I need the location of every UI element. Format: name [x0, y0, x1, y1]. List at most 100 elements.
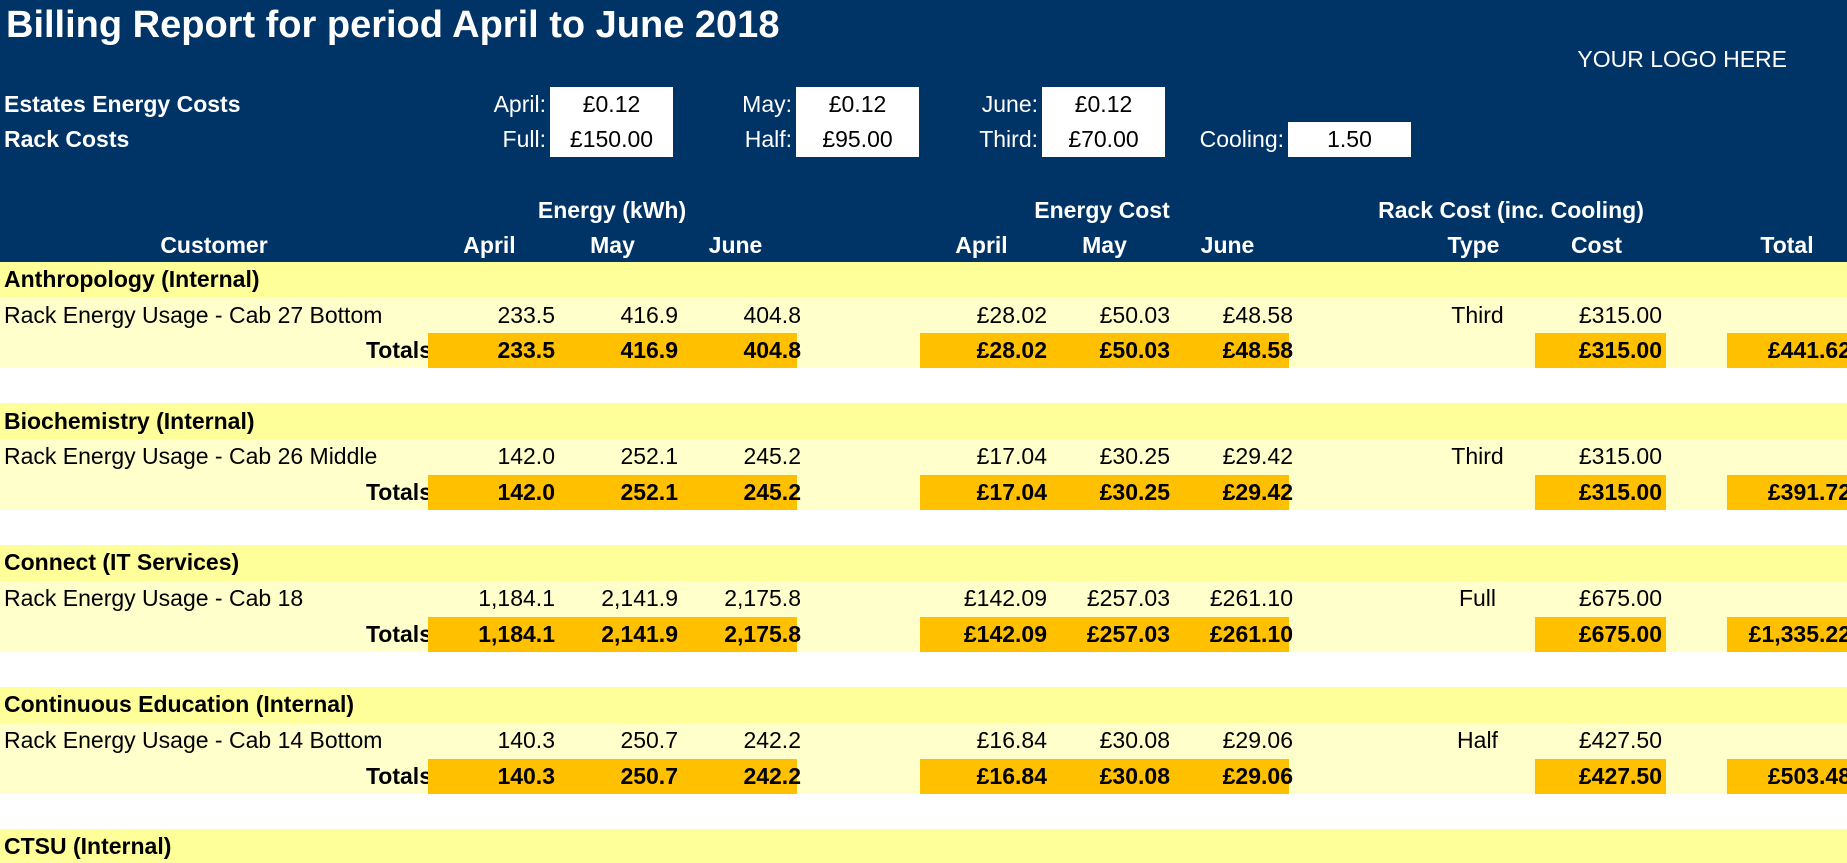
detail-april-kwh[interactable]: 233.5 [497, 302, 555, 328]
detail-rack-type[interactable]: Half [1457, 727, 1498, 753]
customer-section-row [0, 403, 1847, 439]
detail-may-cost[interactable]: £257.03 [1086, 585, 1170, 611]
totals-grand-total[interactable]: £441.62 [1727, 333, 1847, 368]
detail-june-kwh[interactable]: 242.2 [743, 727, 801, 753]
detail-june-kwh[interactable]: 245.2 [743, 443, 801, 469]
customer-section-row [0, 687, 1847, 723]
detail-label[interactable]: Rack Energy Usage - Cab 18 [4, 585, 304, 611]
detail-april-kwh[interactable]: 142.0 [497, 443, 555, 469]
rack-third-input[interactable]: £70.00 [1042, 122, 1165, 157]
totals-label[interactable]: Totals [365, 763, 432, 789]
detail-april-kwh[interactable]: 1,184.1 [478, 585, 555, 611]
detail-june-cost[interactable]: £29.06 [1222, 727, 1293, 753]
detail-may-cost[interactable]: £30.08 [1099, 727, 1170, 753]
totals-april-cost[interactable]: £142.09 [963, 621, 1047, 647]
detail-rack-cost[interactable]: £315.00 [1578, 443, 1662, 469]
totals-label[interactable]: Totals [365, 621, 432, 647]
totals-grand-total[interactable]: £1,335.22 [1727, 617, 1847, 652]
cooling-label: Cooling: [1199, 126, 1284, 152]
detail-may-kwh[interactable]: 416.9 [620, 302, 678, 328]
totals-label[interactable]: Totals [365, 479, 432, 505]
rate-april-input[interactable]: £0.12 [550, 87, 673, 122]
totals-april-kwh[interactable]: 233.5 [497, 337, 555, 363]
totals-energy-block [428, 333, 797, 368]
totals-june-cost[interactable]: £48.58 [1222, 337, 1293, 363]
totals-grand-total[interactable]: £391.72 [1727, 475, 1847, 510]
customer-section-row [0, 262, 1847, 297]
totals-april-kwh[interactable]: 142.0 [497, 479, 555, 505]
rack-cost-group-header: Rack Cost (inc. Cooling) [1378, 197, 1644, 223]
detail-june-cost[interactable]: £29.42 [1222, 443, 1293, 469]
cooling-input[interactable]: 1.50 [1288, 122, 1411, 157]
detail-may-kwh[interactable]: 2,141.9 [601, 585, 678, 611]
rate-may-label: May: [742, 91, 792, 117]
totals-april-cost[interactable]: £17.04 [976, 479, 1047, 505]
totals-may-kwh[interactable]: 2,141.9 [601, 621, 678, 647]
detail-rack-type[interactable]: Full [1458, 585, 1497, 611]
energy-kwh-group-header: Energy (kWh) [537, 197, 687, 223]
totals-april-kwh[interactable]: 1,184.1 [478, 621, 555, 647]
detail-may-cost[interactable]: £30.25 [1099, 443, 1170, 469]
totals-june-kwh[interactable]: 2,175.8 [724, 621, 801, 647]
totals-may-kwh[interactable]: 250.7 [620, 763, 678, 789]
totals-may-kwh[interactable]: 252.1 [620, 479, 678, 505]
totals-energy-block [428, 475, 797, 510]
rack-costs-label: Rack Costs [4, 126, 130, 152]
detail-row [0, 581, 1847, 616]
detail-april-cost[interactable]: £28.02 [976, 302, 1047, 328]
customer-name[interactable]: CTSU (Internal) [4, 833, 172, 859]
customer-section-row [0, 829, 1847, 863]
rate-june-input[interactable]: £0.12 [1042, 87, 1165, 122]
customer-name[interactable]: Continuous Education (Internal) [4, 691, 355, 717]
detail-rack-type[interactable]: Third [1451, 302, 1504, 328]
detail-rack-cost[interactable]: £315.00 [1578, 302, 1662, 328]
totals-rack-cost[interactable]: £427.50 [1535, 759, 1666, 794]
detail-june-cost[interactable]: £48.58 [1222, 302, 1293, 328]
totals-rack-cost[interactable]: £315.00 [1535, 333, 1666, 368]
rack-full-input[interactable]: £150.00 [550, 122, 673, 157]
customer-name[interactable]: Anthropology (Internal) [4, 266, 260, 292]
totals-may-kwh[interactable]: 416.9 [620, 337, 678, 363]
detail-june-cost[interactable]: £261.10 [1209, 585, 1293, 611]
customer-name[interactable]: Connect (IT Services) [4, 549, 240, 575]
detail-rack-cost[interactable]: £427.50 [1578, 727, 1662, 753]
totals-may-cost[interactable]: £30.08 [1099, 763, 1170, 789]
detail-rack-type[interactable]: Third [1451, 443, 1504, 469]
totals-june-cost[interactable]: £261.10 [1209, 621, 1293, 647]
totals-april-kwh[interactable]: 140.3 [497, 763, 555, 789]
rack-third-label: Third: [979, 126, 1038, 152]
detail-april-cost[interactable]: £16.84 [976, 727, 1047, 753]
detail-may-cost[interactable]: £50.03 [1099, 302, 1170, 328]
totals-rack-cost[interactable]: £675.00 [1535, 617, 1666, 652]
detail-may-kwh[interactable]: 250.7 [620, 727, 678, 753]
totals-rack-cost[interactable]: £315.00 [1535, 475, 1666, 510]
detail-april-kwh[interactable]: 140.3 [497, 727, 555, 753]
totals-june-cost[interactable]: £29.42 [1222, 479, 1293, 505]
detail-rack-cost[interactable]: £675.00 [1578, 585, 1662, 611]
totals-june-kwh[interactable]: 404.8 [743, 337, 801, 363]
rack-half-input[interactable]: £95.00 [796, 122, 919, 157]
totals-label[interactable]: Totals [365, 337, 432, 363]
detail-june-kwh[interactable]: 404.8 [743, 302, 801, 328]
detail-label[interactable]: Rack Energy Usage - Cab 27 Bottom [4, 302, 383, 328]
rate-may-input[interactable]: £0.12 [796, 87, 919, 122]
totals-grand-total[interactable]: £503.48 [1727, 759, 1847, 794]
detail-may-kwh[interactable]: 252.1 [620, 443, 678, 469]
totals-april-cost[interactable]: £16.84 [976, 763, 1047, 789]
detail-june-kwh[interactable]: 2,175.8 [724, 585, 801, 611]
totals-energy-block [428, 617, 797, 652]
totals-april-cost[interactable]: £28.02 [976, 337, 1047, 363]
totals-cost-block [920, 333, 1289, 368]
detail-label[interactable]: Rack Energy Usage - Cab 14 Bottom [4, 727, 383, 753]
detail-april-cost[interactable]: £142.09 [963, 585, 1047, 611]
totals-june-kwh[interactable]: 245.2 [743, 479, 801, 505]
customer-name[interactable]: Biochemistry (Internal) [4, 408, 255, 434]
detail-label[interactable]: Rack Energy Usage - Cab 26 Middle [4, 443, 378, 469]
totals-june-kwh[interactable]: 242.2 [743, 763, 801, 789]
detail-april-cost[interactable]: £17.04 [976, 443, 1047, 469]
totals-may-cost[interactable]: £257.03 [1086, 621, 1170, 647]
totals-may-cost[interactable]: £30.25 [1099, 479, 1170, 505]
totals-cost-block [920, 475, 1289, 510]
totals-june-cost[interactable]: £29.06 [1222, 763, 1293, 789]
totals-may-cost[interactable]: £50.03 [1099, 337, 1170, 363]
